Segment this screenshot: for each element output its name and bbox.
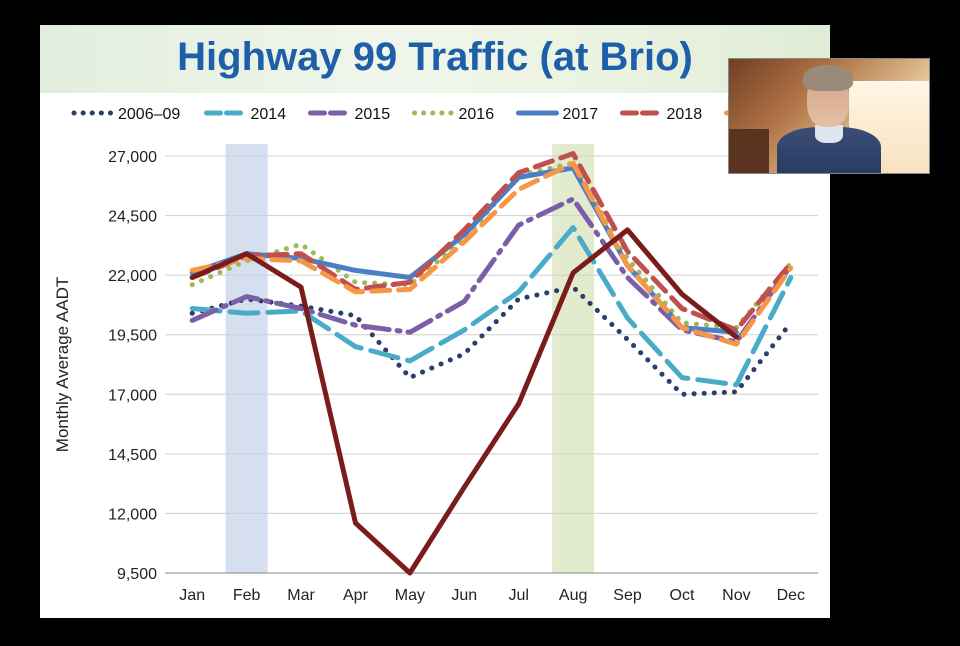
presenter-webcam-feed <box>728 58 930 174</box>
legend-label: 2015 <box>355 106 391 123</box>
presenter-collar <box>815 125 843 143</box>
legend-label: 2018 <box>667 106 703 123</box>
x-tick-label: Mar <box>287 587 315 604</box>
highlight-band-feb <box>225 144 268 573</box>
x-tick-label: Aug <box>559 587 587 604</box>
y-tick-label: 9,500 <box>117 566 157 583</box>
legend-label: 2006–09 <box>118 106 180 123</box>
y-axis-label: Monthly Average AADT <box>53 277 72 452</box>
y-tick-label: 19,500 <box>108 328 157 345</box>
x-tick-label: Dec <box>777 587 805 604</box>
series-line-2019 <box>189 160 794 347</box>
legend-label: 2016 <box>459 106 495 123</box>
legend-label: 2017 <box>563 106 599 123</box>
y-tick-label: 12,000 <box>108 506 157 523</box>
y-tick-label: 27,000 <box>108 149 157 166</box>
x-tick-label: Sep <box>613 587 642 604</box>
webcam-background-shelf <box>729 129 769 173</box>
series-line-2020 <box>189 227 739 576</box>
x-tick-label: Oct <box>670 587 695 604</box>
series-line-2018 <box>189 151 794 333</box>
presenter-hair <box>803 65 853 91</box>
slide-title: Highway 99 Traffic (at Brio) <box>177 35 693 79</box>
presentation-slide: Highway 99 Traffic (at Brio) 27,000 24,50… <box>40 25 830 618</box>
y-tick-label: 24,500 <box>108 209 157 226</box>
legend-label: 2014 <box>251 106 287 123</box>
x-tick-label: May <box>395 587 425 604</box>
slide-title-banner <box>40 25 830 93</box>
series-line-2015 <box>189 196 794 345</box>
y-tick-label: 14,500 <box>108 447 157 464</box>
x-tick-label: Jul <box>508 587 528 604</box>
x-tick-label: Nov <box>722 587 750 604</box>
line-chart: 27,000 24,500 22,000 19,500 17,000 14,500 12,0… <box>53 106 830 604</box>
y-tick-label: 17,000 <box>108 387 157 404</box>
x-tick-label: Jan <box>179 587 205 604</box>
series-line-2017 <box>189 165 739 335</box>
x-tick-label: Apr <box>343 587 369 604</box>
y-tick-label: 22,000 <box>108 268 157 285</box>
x-tick-label: Jun <box>451 587 477 604</box>
x-tick-label: Feb <box>233 587 261 604</box>
series-line-2014 <box>189 225 794 388</box>
